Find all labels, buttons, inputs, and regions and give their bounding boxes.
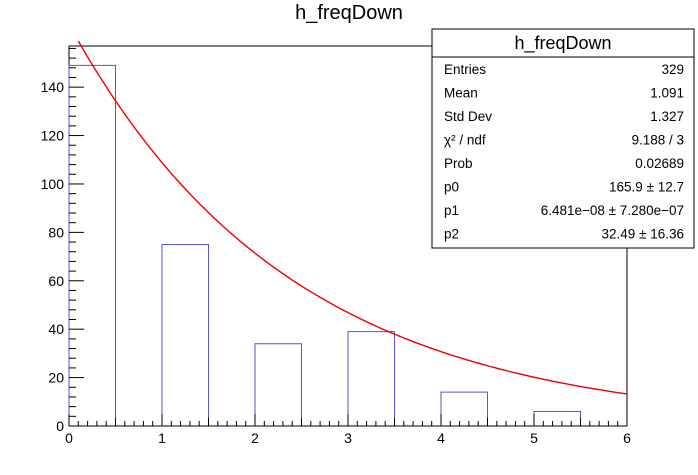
y-tick-label: 120 [41, 128, 65, 144]
histogram-bin-8 [440, 391, 488, 426]
y-tick-label: 140 [41, 79, 65, 95]
stats-row-value: 1.327 [650, 109, 684, 124]
x-tick-label: 1 [158, 430, 166, 446]
stats-box-title: h_freqDown [514, 33, 611, 54]
y-tick-label: 20 [48, 370, 64, 386]
stats-row-label: Mean [444, 86, 478, 101]
stats-row-value: 6.481e−08 ± 7.280e−07 [541, 203, 684, 218]
y-tick-label: 40 [48, 321, 64, 337]
stats-row-value: 0.02689 [635, 156, 684, 171]
histogram-bin-0 [68, 64, 116, 426]
stats-row-value: 9.188 / 3 [631, 133, 684, 148]
stats-row-value: 329 [661, 62, 684, 77]
stats-row-value: 165.9 ± 12.7 [609, 180, 684, 195]
x-tick-label: 5 [530, 430, 538, 446]
stats-box [431, 28, 695, 249]
y-tick-label: 100 [41, 176, 65, 192]
y-tick-label: 60 [48, 273, 64, 289]
stats-row-label: χ² / ndf [444, 133, 486, 148]
stats-row-label: p0 [444, 180, 459, 195]
x-tick-label: 4 [437, 430, 445, 446]
x-tick-label: 2 [251, 430, 259, 446]
histogram-bin-4 [254, 343, 302, 426]
fit-curve [77, 40, 628, 395]
histogram-bin-2 [161, 243, 209, 426]
stats-row-label: p2 [444, 227, 459, 242]
stats-row-value: 1.091 [650, 86, 684, 101]
stats-row-value: 32.49 ± 16.36 [602, 227, 684, 242]
chart-title: h_freqDown [295, 2, 403, 24]
y-tick-label: 0 [56, 418, 64, 434]
x-tick-label: 0 [65, 430, 73, 446]
histogram-bin-6 [347, 331, 395, 426]
stats-row-label: Prob [444, 156, 473, 171]
histogram-bin-10 [533, 410, 581, 426]
x-tick-label: 3 [344, 430, 352, 446]
stats-row-label: p1 [444, 203, 459, 218]
x-tick-label: 6 [623, 430, 631, 446]
y-tick-label: 80 [48, 224, 64, 240]
stats-row-label: Std Dev [444, 109, 492, 124]
stats-row-label: Entries [444, 62, 486, 77]
